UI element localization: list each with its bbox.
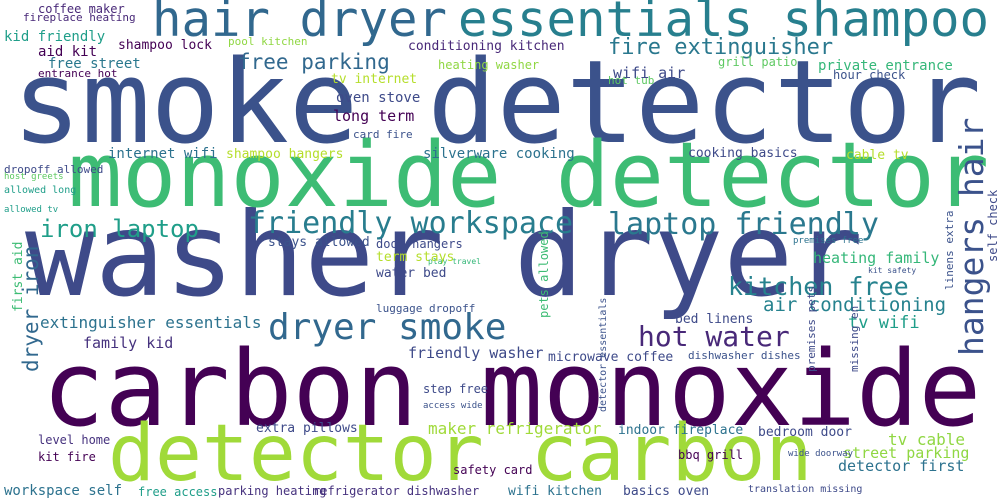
word: fireplace heating [23,11,136,24]
word: premises pets [805,286,818,372]
word: private entrance [818,58,953,74]
word: dryer smoke [268,307,506,348]
word: access wide [423,401,483,411]
word: first aid [11,242,26,312]
word: level home [38,433,110,447]
word: free parking [238,50,390,74]
word: cooking basics [688,146,798,161]
word: oven stove [336,90,420,106]
word: family kid [83,334,173,352]
word: tv wifi [848,313,920,333]
word: basics oven [623,484,709,499]
word: aid kit [38,44,97,60]
word: laptop friendly [608,207,879,242]
word: wide doorway [788,449,854,459]
word: essentials shampoo [458,0,989,48]
word: dropoff allowed [4,163,103,176]
word: kit fire [38,450,96,464]
word: host greets [4,172,64,182]
word: term stays [376,250,454,265]
word: pets allowed [537,231,551,318]
word: shampoo lock [118,38,212,53]
word: hangers hair [952,118,991,356]
word: long term [333,107,414,125]
word: conditioning kitchen [408,39,565,54]
word: indoor fireplace [618,423,743,438]
word: kitchen free [728,272,909,301]
word: smoke detector [12,36,981,170]
word: workspace self [4,483,122,499]
word: dryer iron [19,246,43,372]
word: play travel [428,257,481,266]
word: dishwasher dishes [688,349,801,362]
word: friendly washer [408,344,543,362]
word: step free [423,382,488,396]
word: missing en [848,306,861,372]
word: street parking [843,444,969,462]
word: stays allowed [268,235,370,250]
word: hair dryer [152,0,447,48]
word: detector first [838,457,964,475]
word: friendly workspace [248,206,573,241]
word: kit safety [868,266,916,275]
word: hot water [638,320,790,353]
word: allowed tv [4,205,58,215]
word: water bed [376,266,446,281]
word: door hangers [376,237,463,251]
word: shampoo hangers [226,147,343,162]
word: safety card [453,463,532,477]
word: microwave coffee [548,350,673,365]
word: coffee maker [38,2,125,16]
word: kid friendly [4,29,105,45]
word: translation missing [748,484,862,495]
word: card fire [353,128,413,141]
word: detector essentials [598,298,609,412]
word: fire extinguisher [608,35,833,60]
word: heating family [813,249,939,267]
word: hot tub [608,74,654,87]
word: bed linens [675,312,753,327]
word: entrance hot [38,67,117,80]
word: bedroom door [758,425,852,440]
word: carbon monoxide [42,328,981,450]
word: monoxide detector [68,123,989,228]
word: bbq grill [678,448,743,462]
word: washer dryer [25,188,863,323]
word: free street [48,56,141,72]
word: cable tv [846,148,909,163]
word: tv cable [888,430,965,449]
word: premises free [793,236,863,246]
word: pool kitchen [228,35,307,48]
word: grill patio [718,55,797,69]
word: maker refrigerator [428,419,602,438]
word: refrigerator dishwasher [313,484,479,498]
word: wifi kitchen [508,484,602,499]
word: tv internet [331,72,417,87]
word: linens extra [943,211,956,290]
word: silverware cooking [423,146,575,162]
word: hour check [833,68,906,82]
word: luggage dropoff [376,302,475,315]
word: iron laptop [40,215,199,243]
word: parking heating [218,484,326,498]
word: air conditioning [763,294,946,316]
word: extinguisher essentials [40,313,262,332]
word: allowed long [4,185,76,196]
word: extra pillows [256,421,358,436]
word: heating washer [438,58,539,72]
word: wifi air [613,64,685,82]
word: detector carbon [108,409,812,499]
word: self check [986,189,1000,262]
word: internet wifi [108,146,218,162]
word: free access [138,485,217,499]
